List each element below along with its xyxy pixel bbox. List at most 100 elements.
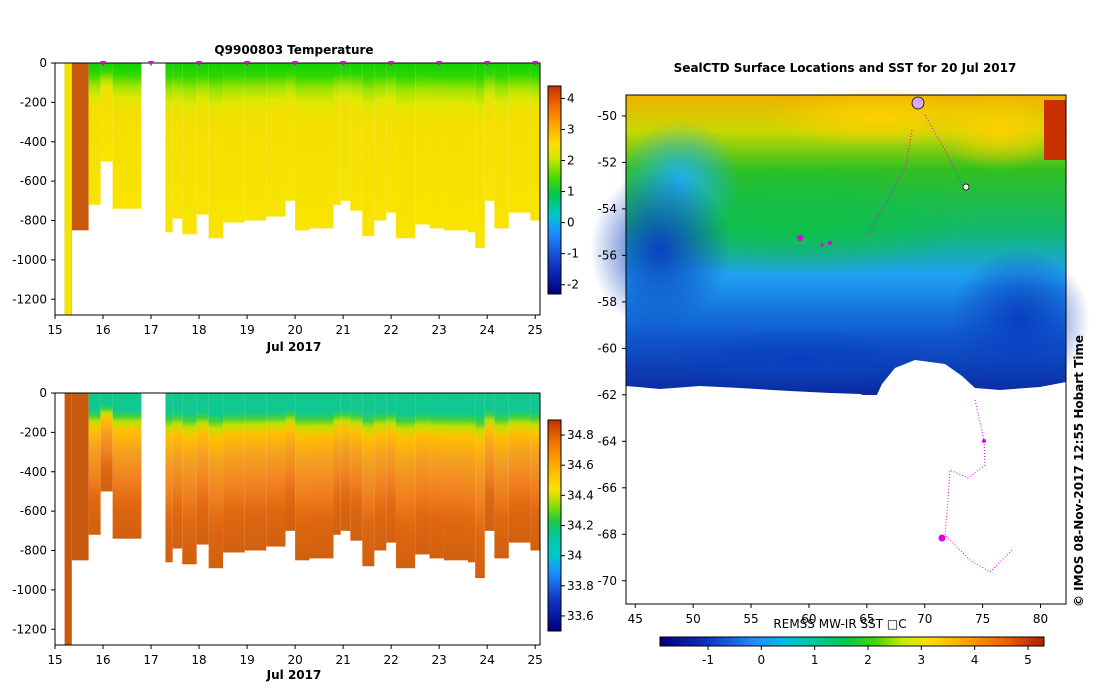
temperature-y-tick-label: -800 — [20, 214, 47, 228]
temperature-y-tick-label: -400 — [20, 135, 47, 149]
salinity-x-tick-label: 17 — [143, 653, 158, 667]
salinity-profile-column — [508, 393, 531, 543]
temperature-x-axis: 15 16 17 18 19 20 21 22 23 24 25 — [47, 315, 543, 337]
salinity-profile-column — [172, 393, 183, 549]
salinity-y-tick-label: -200 — [20, 425, 47, 439]
temperature-profile-column — [467, 63, 476, 233]
temperature-profile-column — [530, 63, 540, 221]
salinity-x-axis: 15 16 17 18 19 20 21 22 23 24 25 — [47, 645, 543, 667]
salinity-profile-column — [475, 393, 485, 579]
temperature-profile-column — [244, 63, 267, 221]
sst-lat-tick-label: -58 — [597, 295, 617, 309]
temperature-profile-column — [395, 63, 416, 239]
temperature-x-tick-label: 18 — [191, 323, 206, 337]
salinity-profile-column — [266, 393, 286, 547]
salinity-profile-column — [530, 393, 540, 551]
salinity-profile-column — [295, 393, 310, 561]
salinity-profile-column — [467, 393, 476, 563]
salinity-profile-column — [362, 393, 375, 567]
sst-lon-tick-label: 75 — [975, 612, 990, 626]
temperature-profile-column — [223, 63, 245, 223]
sst-lon-tick-label: 45 — [628, 612, 643, 626]
temperature-colorbar-tick-label: 1 — [567, 185, 575, 199]
salinity-x-tick-label: 25 — [528, 653, 543, 667]
salinity-y-tick-label: -400 — [20, 465, 47, 479]
salinity-x-tick-label: 18 — [191, 653, 206, 667]
salinity-profile-column — [112, 393, 142, 539]
temperature-profile-column — [374, 63, 387, 221]
profile-markers — [100, 61, 539, 66]
temperature-y-axis: 0 -200 -400 -600 -800 -1000 -1200 — [12, 56, 55, 306]
temperature-colorbar-tick-label: -1 — [567, 247, 579, 261]
temperature-profile-column — [112, 63, 142, 209]
seal-track-south — [944, 399, 1013, 573]
temperature-profile-column — [100, 63, 113, 162]
salinity-profile-column — [196, 393, 209, 545]
salinity-x-tick-label: 15 — [47, 653, 62, 667]
temperature-plot-frame — [54, 62, 541, 316]
sst-blue-south — [660, 330, 940, 390]
temperature-profile-column — [443, 63, 468, 231]
sst-blue-east — [950, 250, 1090, 390]
temperature-profile-column — [266, 63, 286, 217]
temperature-x-tick-label: 19 — [239, 323, 254, 337]
temperature-colorbar-tick-label: 3 — [567, 122, 575, 136]
sst-colorbar-label: REMSS MW-IR SST □C — [773, 617, 906, 631]
sst-lat-tick-label: -64 — [597, 434, 617, 448]
sst-lat-tick-label: -60 — [597, 341, 617, 355]
sst-lon-tick-label: 70 — [917, 612, 932, 626]
salinity-colorbar-ticks: 33.6 33.8 34 34.2 34.4 34.6 34.8 — [561, 428, 594, 623]
sst-lon-tick-label: 80 — [1033, 612, 1048, 626]
sst-warm-east — [930, 90, 1070, 170]
temperature-profile-column — [295, 63, 310, 231]
temperature-profile-column — [475, 63, 485, 249]
temperature-x-tick-label: 23 — [432, 323, 447, 337]
salinity-profile-column — [285, 393, 296, 531]
salinity-profile-column — [88, 393, 101, 535]
temperature-panel: Q9900803 Temperature 0 -200 -400 -600 -800 -1… — [12, 43, 579, 354]
sst-lat-tick-label: -66 — [597, 481, 617, 495]
sst-map-lon-axis: 45 50 55 60 65 70 75 80 — [628, 604, 1048, 626]
sst-lat-tick-label: -54 — [597, 202, 617, 216]
salinity-profile-column — [100, 393, 113, 492]
sst-lat-tick-label: -56 — [597, 248, 617, 262]
sst-colorbar-tick-label: 2 — [864, 653, 872, 667]
salinity-x-label: Jul 2017 — [266, 668, 322, 682]
temperature-colorbar — [547, 85, 562, 295]
temperature-profile-column — [196, 63, 209, 215]
seal-location — [820, 243, 824, 247]
antarctic-land-mask — [626, 360, 1066, 604]
salinity-x-tick-label: 23 — [432, 653, 447, 667]
temperature-profile-column — [88, 63, 101, 205]
sst-map-panel: SealCTD Surface Locations and SST for 20… — [590, 61, 1090, 667]
sst-colorbar-tick-label: -1 — [702, 653, 714, 667]
salinity-x-tick-label: 21 — [335, 653, 350, 667]
salinity-profile-column — [386, 393, 396, 543]
salinity-profile-column — [71, 393, 89, 561]
profile-marker — [244, 61, 251, 66]
salinity-profile-column — [309, 393, 334, 559]
salinity-profile-column — [182, 393, 197, 565]
temperature-profile-column — [165, 63, 173, 233]
salinity-profile-column — [494, 393, 509, 559]
sst-colorbar-tick-label: 0 — [758, 653, 766, 667]
temperature-x-tick-label: 25 — [528, 323, 543, 337]
temperature-colorbar-ticks: -2 -1 0 1 2 3 4 — [561, 91, 579, 292]
salinity-x-tick-label: 19 — [239, 653, 254, 667]
salinity-y-axis: 0 -200 -400 -600 -800 -1000 -1200 — [12, 386, 55, 636]
temperature-profile-column — [333, 63, 341, 205]
sst-field — [590, 88, 1090, 395]
salinity-profile-column — [223, 393, 245, 553]
salinity-y-tick-label: -1200 — [12, 622, 47, 636]
salinity-y-tick-label: -600 — [20, 504, 47, 518]
temperature-profile-column — [386, 63, 396, 213]
sst-lon-tick-label: 50 — [686, 612, 701, 626]
sst-colorbar-tick-label: 5 — [1024, 653, 1032, 667]
profile-marker — [292, 61, 299, 66]
copyright-notice: © IMOS 08-Nov-2017 12:55 Hobart Time — [1072, 335, 1086, 607]
salinity-profile-column — [244, 393, 267, 551]
salinity-colorbar-tick-label: 34.2 — [567, 519, 594, 533]
sst-blue-west — [590, 170, 730, 330]
seal-cluster-west — [797, 235, 803, 241]
seal-location — [828, 241, 832, 245]
